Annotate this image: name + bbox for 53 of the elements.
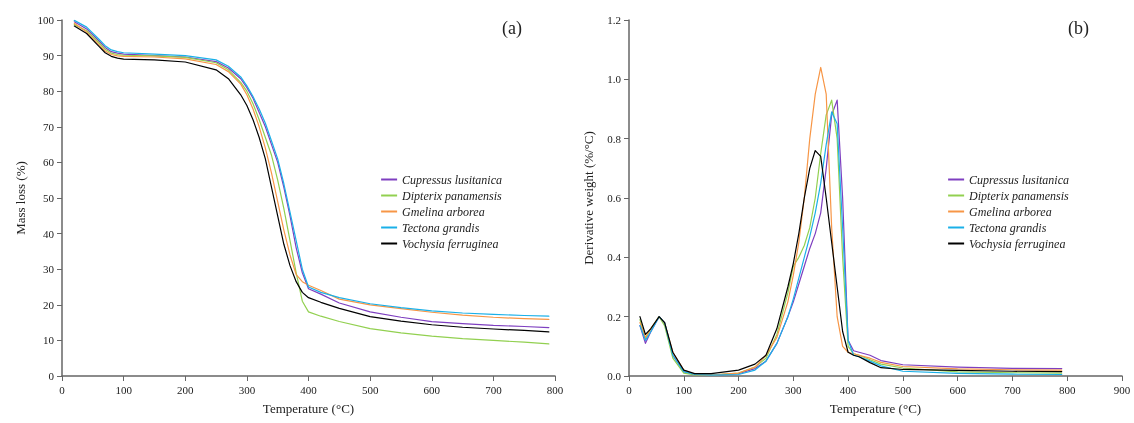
legend-label: Dipterix panamensis [401,188,503,203]
x-axis-title: Temperature (°C) [829,401,922,416]
x-tick-label: 300 [238,383,256,396]
y-tick-label: 90 [43,49,55,62]
x-tick-label: 600 [949,383,967,396]
x-tick-label: 500 [361,383,379,396]
legend-label: Vochysia ferruginea [969,236,1066,251]
x-tick-label: 100 [675,383,693,396]
x-tick-label: 200 [177,383,194,396]
legend-label: Cupressus lusitanica [402,172,503,187]
legend-label: Dipterix panamensis [968,188,1070,203]
y-tick-label: 80 [43,85,55,98]
x-tick-label: 600 [423,383,441,396]
legend-label: Tectona grandis [402,220,480,235]
legend-label: Gmelina arborea [969,204,1052,219]
y-tick-label: 70 [43,120,55,133]
x-tick-label: 0 [59,383,66,396]
x-tick-label: 0 [626,383,633,396]
legend-label: Gmelina arborea [402,204,485,219]
chart-title: (a) [502,18,523,39]
x-tick-label: 300 [785,383,803,396]
y-tick-label: 1.2 [607,14,621,26]
y-axis-title: Derivative weight (%/°C) [581,131,596,265]
x-axis-title: Temperature (°C) [262,401,355,416]
y-tick-label: 0.8 [607,132,622,145]
y-tick-label: 100 [37,14,55,26]
y-tick-label: 20 [43,298,55,311]
legend-label: Vochysia ferruginea [402,236,499,251]
x-tick-label: 200 [730,383,748,396]
x-tick-label: 800 [546,383,564,396]
y-tick-label: 10 [43,334,55,347]
x-tick-label: 900 [1113,383,1131,396]
legend-label: Cupressus lusitanica [969,172,1070,187]
x-tick-label: 800 [1058,383,1076,396]
y-tick-label: 30 [43,263,55,276]
x-tick-label: 700 [485,383,503,396]
x-tick-label: 400 [839,383,857,396]
y-tick-label: 0.2 [607,310,621,323]
x-tick-label: 400 [300,383,318,396]
y-axis-title: Mass loss (%) [12,161,28,235]
x-tick-label: 500 [894,383,912,396]
y-tick-label: 50 [43,192,55,204]
y-tick-label: 0.0 [607,370,622,382]
y-tick-label: 0 [48,370,55,382]
legend-label: Tectona grandis [969,220,1047,235]
y-tick-label: 1.0 [607,73,622,86]
x-tick-label: 700 [1004,383,1022,396]
y-tick-label: 40 [43,227,55,240]
chart-title: (b) [1068,18,1090,39]
y-tick-label: 60 [43,156,55,169]
y-tick-label: 0.4 [607,251,622,264]
y-tick-label: 0.6 [607,192,622,204]
x-tick-label: 100 [115,383,133,396]
